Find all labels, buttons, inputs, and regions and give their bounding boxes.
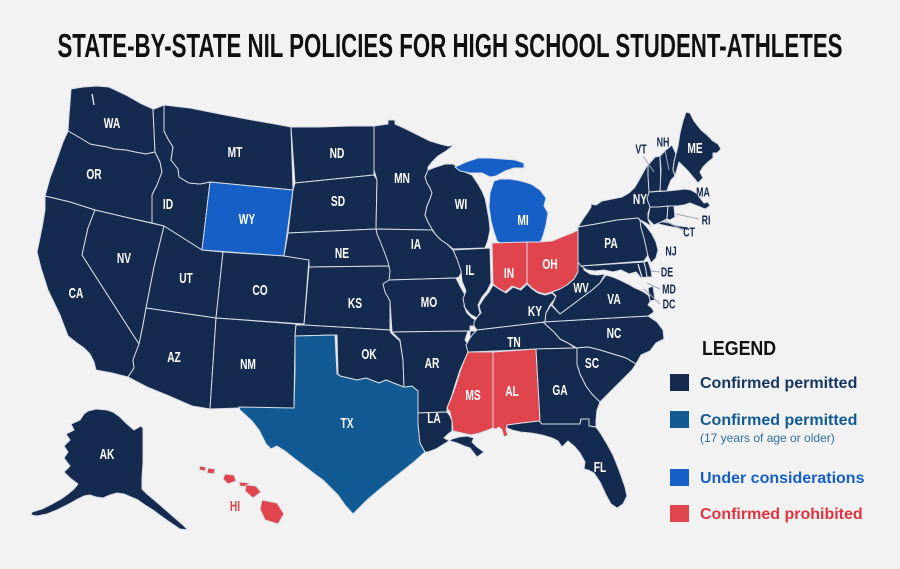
svg-text:ID: ID	[163, 195, 173, 213]
svg-text:TN: TN	[507, 333, 521, 351]
svg-text:FL: FL	[594, 458, 607, 476]
svg-text:NM: NM	[240, 355, 256, 373]
svg-text:KS: KS	[348, 294, 363, 312]
svg-text:KY: KY	[528, 302, 543, 320]
svg-text:IN: IN	[504, 264, 514, 282]
svg-text:NV: NV	[117, 249, 132, 267]
svg-text:TX: TX	[340, 414, 353, 432]
svg-text:WY: WY	[239, 210, 256, 228]
svg-text:MS: MS	[465, 386, 481, 404]
svg-text:OR: OR	[86, 165, 101, 183]
svg-text:MT: MT	[228, 143, 243, 161]
svg-text:HI: HI	[230, 497, 240, 515]
svg-text:NE: NE	[335, 244, 350, 262]
svg-text:OK: OK	[361, 345, 377, 363]
svg-text:UT: UT	[179, 269, 193, 287]
svg-text:AL: AL	[505, 382, 519, 400]
svg-text:RI: RI	[702, 214, 711, 228]
svg-text:Under considerations: Under considerations	[700, 470, 865, 487]
svg-text:IA: IA	[411, 235, 421, 253]
svg-text:WI: WI	[455, 195, 467, 213]
svg-text:WV: WV	[573, 280, 588, 296]
svg-text:VT: VT	[635, 143, 646, 157]
svg-text:MO: MO	[421, 293, 437, 311]
svg-text:GA: GA	[552, 381, 567, 399]
svg-text:NC: NC	[607, 324, 622, 342]
svg-text:NY: NY	[633, 190, 648, 208]
svg-text:ME: ME	[687, 139, 703, 157]
svg-text:LEGEND: LEGEND	[702, 338, 776, 360]
svg-text:Confirmed prohibited: Confirmed prohibited	[700, 506, 863, 523]
svg-text:CA: CA	[69, 284, 84, 302]
svg-text:SD: SD	[331, 192, 345, 210]
svg-text:DC: DC	[663, 298, 676, 312]
svg-text:Confirmed permitted: Confirmed permitted	[700, 375, 857, 392]
svg-text:MI: MI	[517, 211, 528, 229]
svg-text:AK: AK	[100, 445, 115, 463]
svg-text:SC: SC	[585, 354, 599, 372]
svg-text:DE: DE	[661, 266, 673, 280]
svg-text:OH: OH	[542, 255, 557, 273]
svg-text:NH: NH	[657, 136, 670, 150]
svg-text:(17 years of age or older): (17 years of age or older)	[700, 431, 835, 445]
svg-text:CT: CT	[683, 226, 695, 240]
svg-text:AZ: AZ	[167, 348, 181, 366]
svg-text:STATE-BY-STATE NIL POLICIES FO: STATE-BY-STATE NIL POLICIES FOR HIGH SCH…	[57, 28, 842, 64]
svg-text:NJ: NJ	[665, 245, 676, 259]
svg-text:AR: AR	[425, 354, 440, 372]
svg-text:MN: MN	[394, 169, 410, 187]
svg-text:IL: IL	[465, 261, 474, 279]
svg-text:VA: VA	[607, 290, 620, 308]
svg-text:MA: MA	[696, 186, 710, 200]
svg-text:LA: LA	[427, 409, 441, 427]
svg-text:Confirmed permitted: Confirmed permitted	[700, 412, 857, 429]
svg-text:PA: PA	[604, 234, 617, 252]
svg-text:MD: MD	[662, 283, 676, 297]
svg-text:WA: WA	[104, 114, 120, 132]
svg-text:ND: ND	[330, 144, 345, 162]
svg-text:CO: CO	[252, 281, 267, 299]
